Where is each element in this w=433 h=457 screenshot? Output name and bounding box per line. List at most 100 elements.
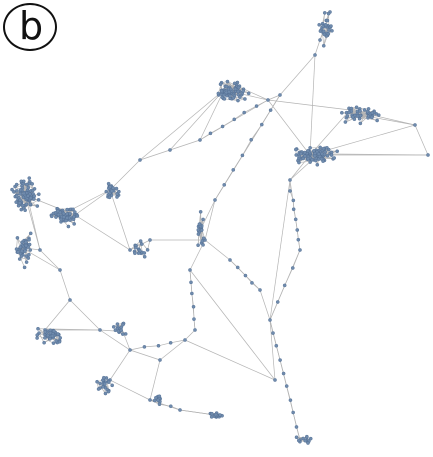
- graph-node: [24, 260, 29, 264]
- graph-edge: [269, 319, 274, 334]
- graph-node: [26, 194, 30, 198]
- graph-node: [271, 331, 275, 335]
- graph-node: [350, 115, 355, 119]
- graph-node: [136, 251, 141, 255]
- graph-node: [297, 160, 301, 165]
- graph-edge: [267, 99, 351, 111]
- graph-node: [375, 118, 379, 123]
- graph-edge: [201, 199, 216, 228]
- graph-node: [236, 85, 241, 90]
- graph-node: [128, 348, 132, 352]
- graph-edge: [74, 189, 111, 216]
- graph-node: [102, 382, 107, 386]
- graph-node: [209, 415, 214, 419]
- graph-edge: [170, 339, 186, 344]
- graph-node: [133, 245, 138, 250]
- graph-edge: [279, 359, 284, 374]
- graph-node: [14, 182, 19, 187]
- graph-node: [52, 329, 56, 333]
- graph-node: [21, 179, 26, 184]
- graph-node: [218, 82, 223, 87]
- graph-node: [158, 358, 162, 362]
- graph-node: [370, 115, 374, 120]
- graph-node: [103, 391, 108, 396]
- graph-node: [42, 340, 46, 345]
- graph-node: [18, 192, 23, 196]
- graph-node: [95, 379, 99, 384]
- graph-node: [268, 108, 273, 112]
- graph-node: [36, 198, 41, 202]
- graph-node: [17, 201, 22, 205]
- graph-node: [308, 160, 312, 164]
- graph-node: [104, 189, 109, 194]
- graph-node: [329, 153, 334, 157]
- graph-node: [216, 91, 221, 96]
- graph-node: [274, 343, 279, 348]
- graph-node: [196, 228, 201, 232]
- graph-node: [208, 131, 213, 136]
- graph-node: [293, 217, 298, 222]
- graph-node: [326, 32, 331, 36]
- graph-node: [121, 322, 125, 327]
- graph-node: [362, 108, 367, 112]
- graph-node: [197, 222, 202, 227]
- graph-node: [28, 248, 33, 252]
- graph-node: [317, 22, 321, 27]
- graph-node: [168, 340, 173, 345]
- graph-edge: [237, 267, 246, 276]
- graph-node: [30, 188, 35, 193]
- graph-edge: [109, 189, 131, 251]
- graph-node: [318, 38, 322, 42]
- graph-edge: [38, 328, 101, 331]
- graph-node: [157, 394, 162, 399]
- graph-edge: [267, 99, 311, 156]
- graph-node: [220, 124, 225, 129]
- graph-edge: [184, 339, 276, 381]
- graph-node: [288, 189, 292, 193]
- graph-node: [273, 378, 277, 382]
- graph-node: [28, 231, 33, 236]
- graph-node: [24, 202, 29, 207]
- graph-edge: [184, 329, 196, 341]
- graph-node: [156, 398, 160, 403]
- graph-node: [228, 94, 232, 98]
- graph-node: [24, 240, 28, 244]
- graph-node: [281, 371, 286, 376]
- panel-label-circle: [3, 3, 57, 51]
- graph-edge: [270, 94, 281, 111]
- graph-node: [326, 11, 331, 16]
- graph-node: [199, 228, 204, 233]
- graph-node: [376, 113, 381, 117]
- graph-node: [111, 325, 116, 329]
- graph-node: [322, 152, 327, 157]
- graph-edge: [109, 159, 141, 191]
- graph-node: [222, 97, 227, 101]
- graph-node: [35, 336, 39, 340]
- graph-node: [347, 110, 351, 115]
- graph-node: [192, 317, 196, 321]
- graph-node: [168, 404, 173, 409]
- graph-node: [43, 336, 47, 340]
- graph-node: [154, 395, 158, 400]
- graph-node: [313, 53, 317, 57]
- graph-node: [35, 204, 40, 208]
- graph-node: [210, 411, 214, 416]
- graph-edge: [16, 237, 18, 250]
- graph-edge: [275, 345, 281, 361]
- graph-edge: [256, 99, 269, 107]
- graph-node: [290, 266, 295, 270]
- graph-edge: [277, 285, 286, 303]
- graph-node: [20, 203, 25, 208]
- graph-node: [313, 158, 318, 163]
- graph-edge: [144, 345, 159, 348]
- graph-node: [238, 95, 242, 99]
- graph-node: [259, 122, 264, 127]
- graph-node: [198, 138, 202, 142]
- graph-node: [294, 153, 299, 157]
- graph-edge: [309, 109, 351, 156]
- graph-node: [229, 87, 233, 92]
- graph-node: [168, 148, 172, 152]
- graph-edge: [242, 139, 252, 156]
- graph-node: [236, 98, 240, 103]
- graph-edge: [309, 54, 316, 156]
